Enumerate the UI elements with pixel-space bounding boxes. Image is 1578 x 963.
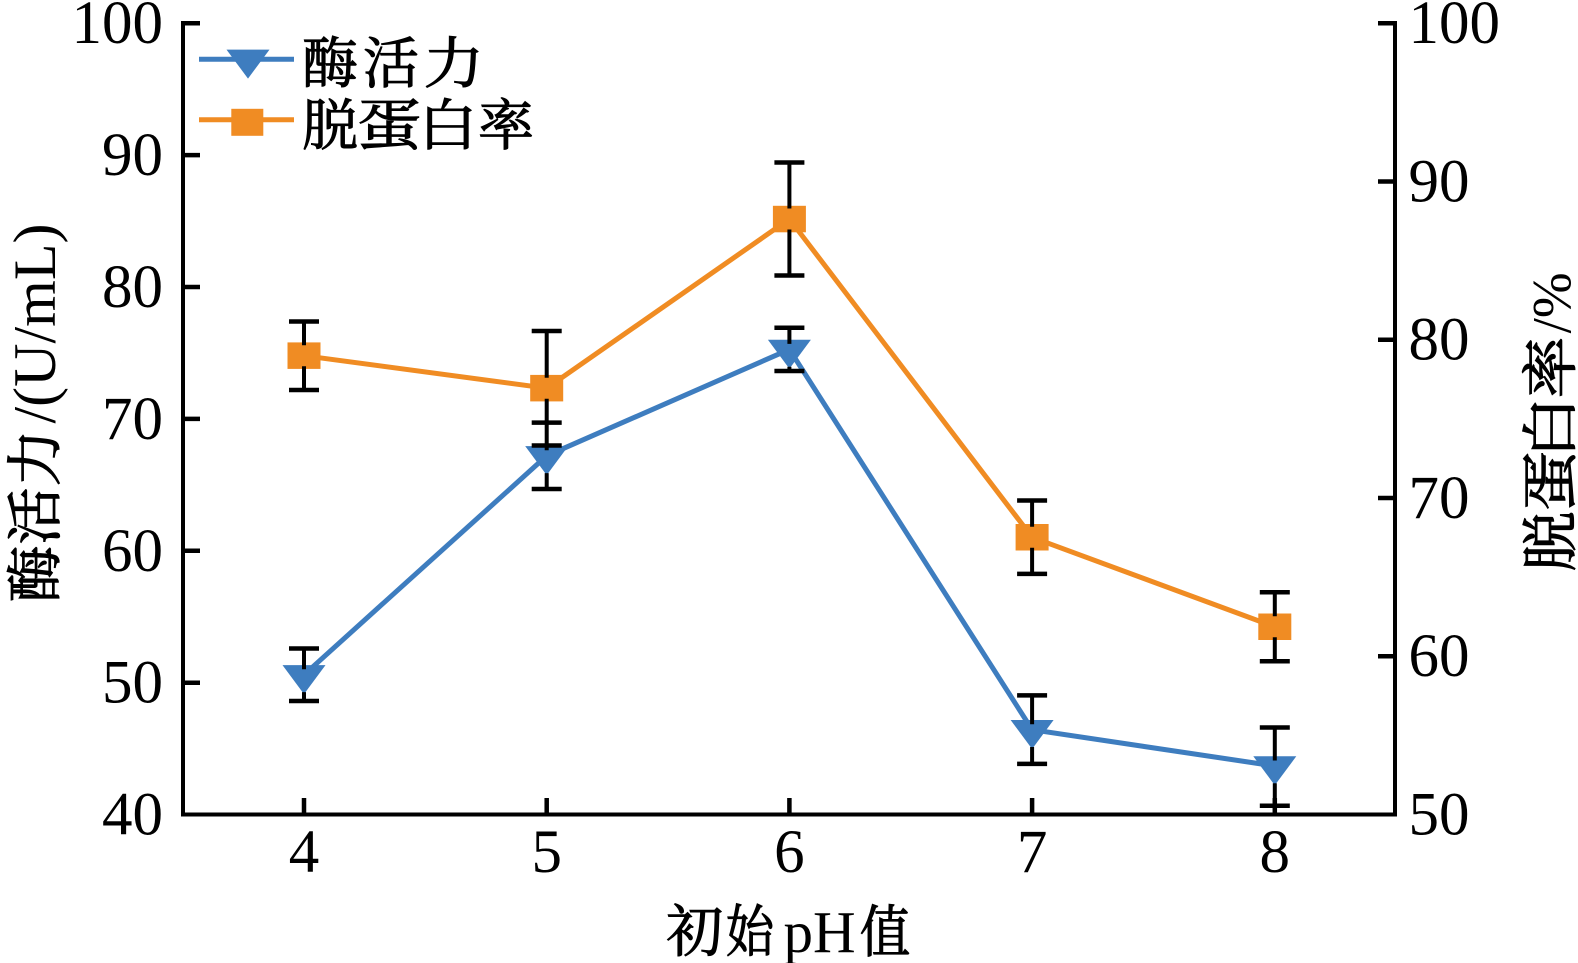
svg-text:60: 60: [102, 518, 163, 585]
svg-text:pH: pH: [784, 899, 856, 963]
svg-text:100: 100: [1409, 0, 1501, 57]
svg-text:50: 50: [1409, 782, 1470, 849]
svg-text:60: 60: [1409, 623, 1470, 690]
svg-text:6: 6: [774, 819, 805, 886]
svg-text:70: 70: [1409, 465, 1470, 532]
svg-text:90: 90: [1409, 149, 1470, 216]
svg-text:4: 4: [289, 819, 320, 886]
svg-text:70: 70: [102, 386, 163, 453]
svg-text:80: 80: [1409, 307, 1470, 374]
svg-text:50: 50: [102, 650, 163, 717]
svg-text:90: 90: [102, 122, 163, 189]
svg-text:7: 7: [1017, 819, 1048, 886]
svg-text:5: 5: [531, 819, 562, 886]
svg-text:8: 8: [1260, 819, 1291, 886]
svg-text:80: 80: [102, 254, 163, 321]
svg-text:100: 100: [72, 0, 164, 57]
svg-text:/%: /%: [1522, 272, 1578, 333]
svg-text:40: 40: [102, 782, 163, 849]
svg-text:/(U/mL): /(U/mL): [2, 224, 68, 424]
